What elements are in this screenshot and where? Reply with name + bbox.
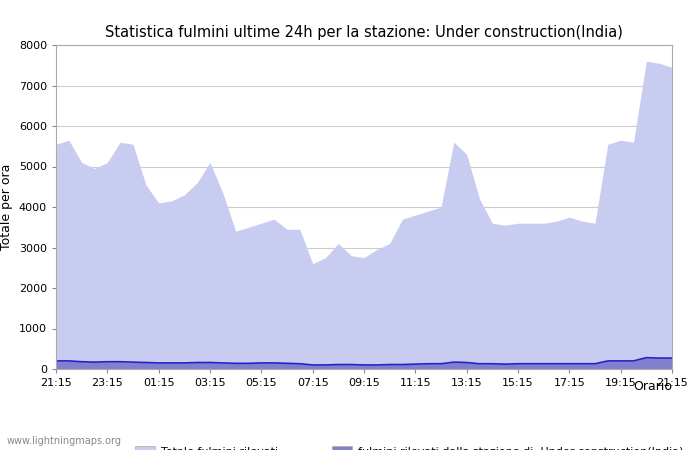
Title: Statistica fulmini ultime 24h per la stazione: Under construction(India): Statistica fulmini ultime 24h per la sta… <box>105 25 623 40</box>
Text: www.lightningmaps.org: www.lightningmaps.org <box>7 436 122 446</box>
Text: Orario: Orario <box>633 380 672 393</box>
Y-axis label: Totale per ora: Totale per ora <box>0 164 13 250</box>
Legend: Totale fulmini rilevati, Media di tutte le stazioni, fulmini rilevati dalla staz: Totale fulmini rilevati, Media di tutte … <box>136 446 683 450</box>
